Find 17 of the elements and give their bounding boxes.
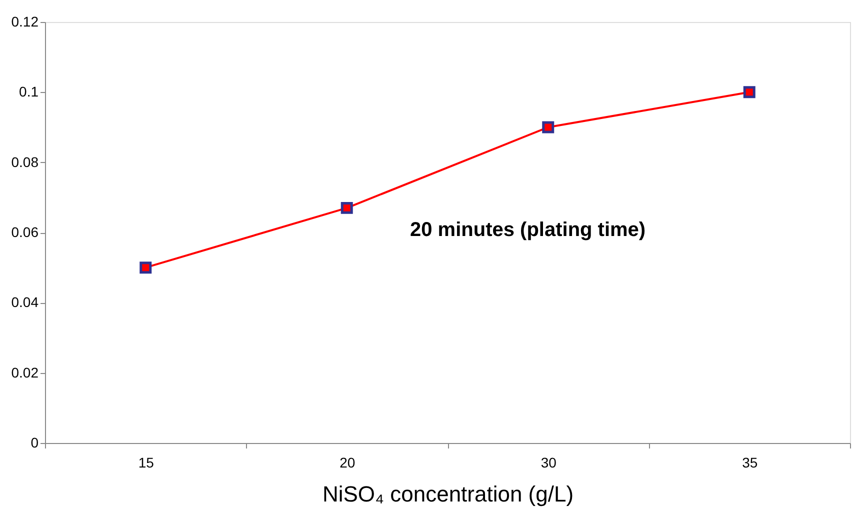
y-tick-label: 0 [30, 434, 39, 450]
y-tick-label: 0.1 [19, 84, 39, 100]
x-tick-label: 35 [742, 454, 758, 470]
x-tick-label: 30 [540, 454, 557, 470]
point [140, 262, 152, 274]
point [542, 121, 554, 134]
y-tick-label: 0.04 [11, 294, 39, 310]
y-tick-label: 0.02 [11, 364, 39, 380]
annotation: 20 minutes (plating time) [410, 219, 646, 241]
x-tick-label: 15 [138, 454, 154, 470]
x-tick-label: 20 [340, 454, 356, 470]
x-axis-title: NiSO₄ concentration (g/L) [322, 482, 574, 506]
point [340, 202, 353, 214]
y-tick-label: 0.12 [11, 14, 39, 30]
point [743, 86, 756, 98]
y-tick-label: 0.06 [11, 224, 39, 240]
y-tick-label: 0.08 [11, 154, 39, 170]
